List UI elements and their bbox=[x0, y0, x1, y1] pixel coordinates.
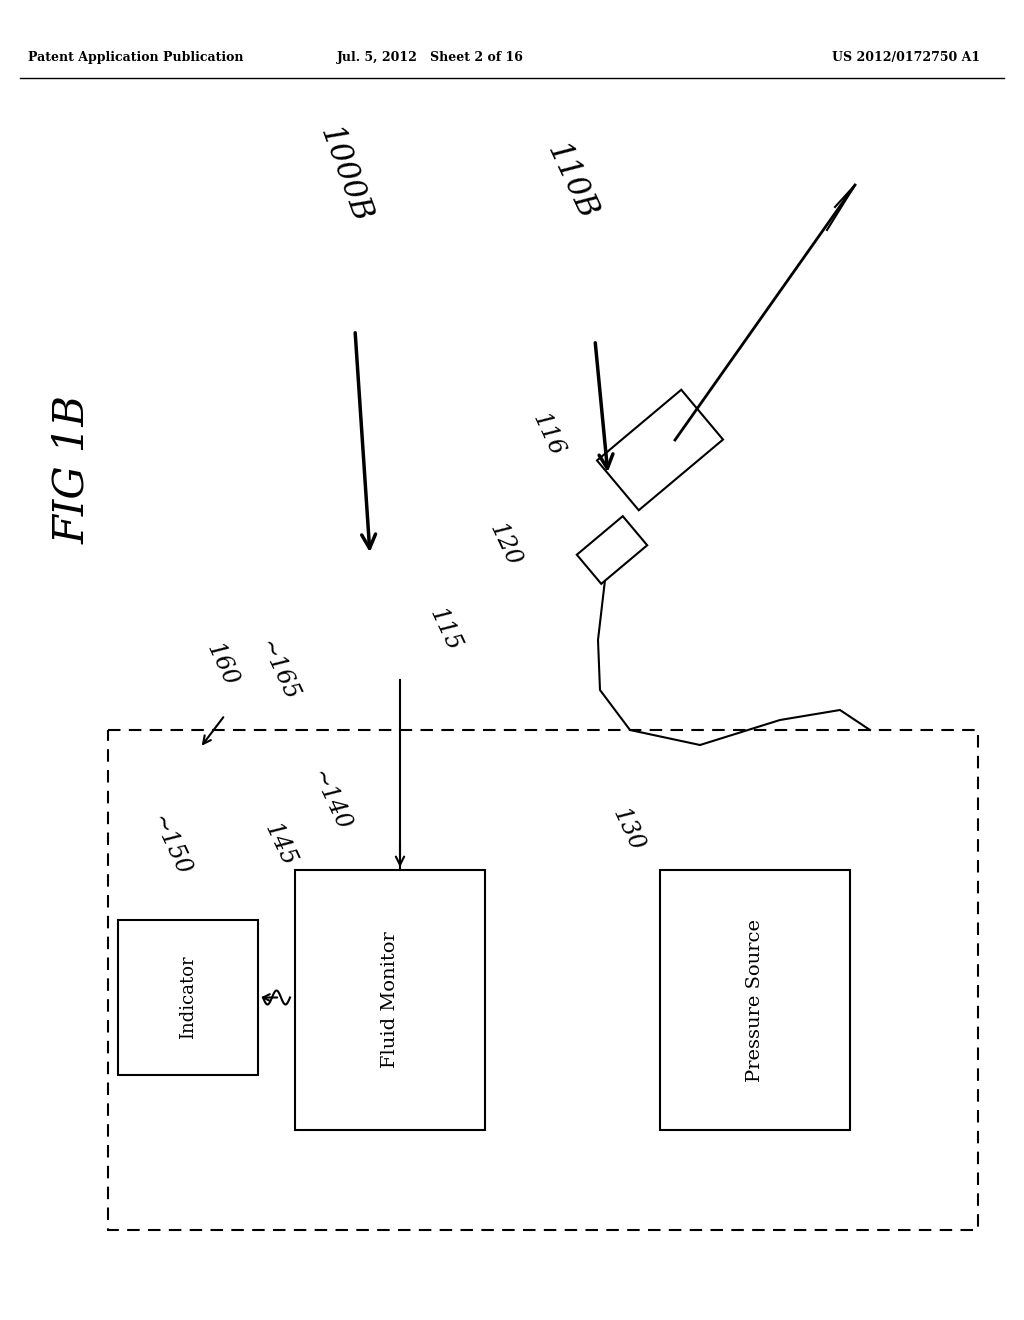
Text: 120: 120 bbox=[485, 520, 525, 570]
Text: 145: 145 bbox=[260, 820, 300, 870]
Bar bbox=[660, 870, 850, 1130]
Bar bbox=[118, 920, 258, 1074]
Text: Indicator: Indicator bbox=[179, 956, 197, 1039]
Bar bbox=[108, 730, 978, 1230]
Text: Pressure Source: Pressure Source bbox=[746, 919, 764, 1081]
Text: ~165: ~165 bbox=[254, 636, 302, 705]
Polygon shape bbox=[597, 389, 723, 511]
Text: Fluid Monitor: Fluid Monitor bbox=[381, 932, 399, 1068]
Text: FIG 1B: FIG 1B bbox=[51, 396, 93, 544]
Bar bbox=[295, 870, 485, 1130]
Text: 130: 130 bbox=[608, 804, 648, 855]
Text: 110B: 110B bbox=[541, 139, 603, 224]
Text: US 2012/0172750 A1: US 2012/0172750 A1 bbox=[831, 51, 980, 65]
Text: ~150: ~150 bbox=[145, 812, 195, 880]
Text: Jul. 5, 2012   Sheet 2 of 16: Jul. 5, 2012 Sheet 2 of 16 bbox=[337, 51, 523, 65]
Text: 116: 116 bbox=[528, 409, 568, 459]
Text: ~140: ~140 bbox=[306, 767, 354, 836]
Polygon shape bbox=[577, 516, 647, 583]
Text: Patent Application Publication: Patent Application Publication bbox=[28, 51, 244, 65]
Text: 1000B: 1000B bbox=[313, 123, 377, 227]
Text: 115: 115 bbox=[425, 605, 465, 655]
Text: 160: 160 bbox=[202, 639, 242, 690]
